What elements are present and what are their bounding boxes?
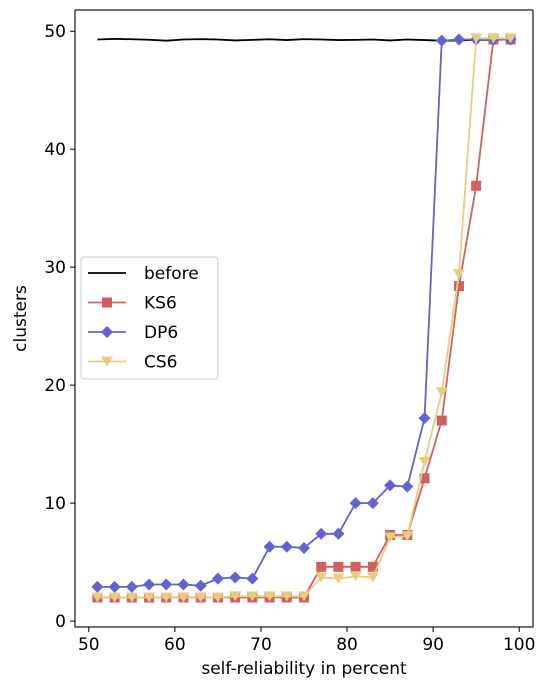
- y-tick-label-0: 0: [55, 612, 66, 632]
- data-point-DP6-3: [143, 578, 156, 591]
- data-point-KS6-14: [333, 561, 344, 572]
- data-point-CS6-4: [160, 592, 173, 603]
- data-point-CS6-13: [315, 572, 328, 583]
- data-point-CS6-18: [401, 531, 414, 542]
- data-point-KS6-22: [471, 180, 482, 191]
- data-point-KS6-20: [436, 415, 447, 426]
- y-axis-label: clusters: [11, 285, 31, 352]
- x-tick-label-0: 50: [78, 635, 100, 655]
- data-point-CS6-23: [487, 33, 500, 44]
- data-point-DP6-15: [349, 497, 362, 510]
- data-point-CS6-12: [298, 591, 310, 602]
- data-point-DP6-2: [125, 580, 138, 593]
- data-point-DP6-17: [384, 479, 397, 492]
- data-point-DP6-19: [418, 412, 431, 425]
- data-point-DP6-14: [332, 527, 345, 540]
- data-point-DP6-20: [435, 34, 448, 47]
- legend-label-before: before: [144, 264, 199, 284]
- x-tick-label-2: 70: [250, 635, 272, 655]
- data-point-DP6-12: [298, 541, 310, 554]
- ticks-layer: 50 60 70 80 90 100 0 10 20 30 40 50: [44, 22, 535, 655]
- data-point-CS6-17: [384, 532, 397, 543]
- x-tick-label-4: 90: [422, 635, 444, 655]
- y-tick-label-4: 40: [44, 140, 66, 160]
- data-point-DP6-1: [108, 580, 121, 593]
- legend-item-KS6: KS6: [88, 294, 177, 314]
- legend-label-DP6: DP6: [144, 323, 178, 343]
- legend-marker-KS6: [102, 297, 112, 308]
- legend-box: [80, 256, 219, 380]
- data-point-CS6-0: [91, 592, 104, 603]
- legend-item-before: before: [88, 264, 199, 284]
- data-point-CS6-7: [211, 592, 224, 603]
- y-tick-label-1: 10: [44, 494, 66, 514]
- data-point-DP6-13: [315, 527, 328, 540]
- data-point-CS6-16: [366, 572, 379, 583]
- data-point-CS6-22: [470, 33, 483, 44]
- data-point-DP6-8: [229, 571, 242, 584]
- data-point-CS6-10: [263, 591, 276, 602]
- data-point-CS6-5: [177, 592, 190, 603]
- data-point-CS6-19: [418, 456, 431, 467]
- data-point-KS6-13: [316, 561, 327, 572]
- data-point-CS6-20: [435, 387, 448, 398]
- data-point-DP6-16: [366, 497, 379, 510]
- data-point-KS6-16: [367, 561, 378, 572]
- y-tick-label-5: 50: [44, 22, 66, 42]
- data-point-DP6-4: [160, 578, 173, 591]
- legend-label-CS6: CS6: [144, 353, 177, 373]
- y-tick-label-2: 20: [44, 376, 66, 396]
- legend-marker-DP6: [101, 326, 113, 338]
- plot-frame: [74, 9, 534, 628]
- legend-label-KS6: KS6: [144, 294, 177, 314]
- data-point-DP6-9: [246, 572, 259, 585]
- data-point-CS6-11: [280, 591, 293, 602]
- y-tick-label-3: 30: [44, 258, 66, 278]
- legend-item-CS6: CS6: [88, 353, 177, 373]
- data-point-KS6-15: [350, 561, 361, 572]
- legend: before KS6 DP6 CS6: [80, 256, 219, 380]
- series-layer: [91, 33, 517, 603]
- data-point-DP6-18: [401, 480, 414, 493]
- data-point-KS6-21: [453, 281, 464, 292]
- data-point-CS6-8: [229, 591, 242, 602]
- data-point-DP6-10: [263, 540, 276, 553]
- data-point-DP6-6: [194, 579, 207, 592]
- data-point-CS6-24: [504, 33, 517, 44]
- x-tick-label-5: 100: [503, 635, 535, 655]
- data-point-KS6-19: [419, 473, 430, 484]
- data-point-CS6-3: [143, 592, 156, 603]
- x-axis-label: self-reliability in percent: [201, 659, 407, 679]
- legend-item-DP6: DP6: [88, 323, 178, 343]
- data-point-CS6-6: [194, 592, 207, 603]
- data-point-CS6-9: [246, 591, 259, 602]
- data-point-CS6-1: [108, 592, 121, 603]
- data-point-CS6-2: [125, 592, 138, 603]
- data-point-CS6-14: [332, 573, 345, 584]
- legend-marker-CS6: [101, 356, 113, 367]
- data-point-CS6-21: [452, 269, 465, 280]
- data-point-DP6-0: [91, 580, 104, 593]
- data-point-DP6-11: [280, 540, 293, 553]
- data-point-DP6-21: [452, 33, 465, 46]
- data-point-CS6-15: [349, 571, 362, 582]
- data-point-DP6-7: [211, 572, 224, 585]
- data-point-DP6-5: [177, 578, 190, 591]
- x-tick-label-3: 80: [336, 635, 358, 655]
- series-CS6: [91, 33, 517, 603]
- x-tick-label-1: 60: [164, 635, 186, 655]
